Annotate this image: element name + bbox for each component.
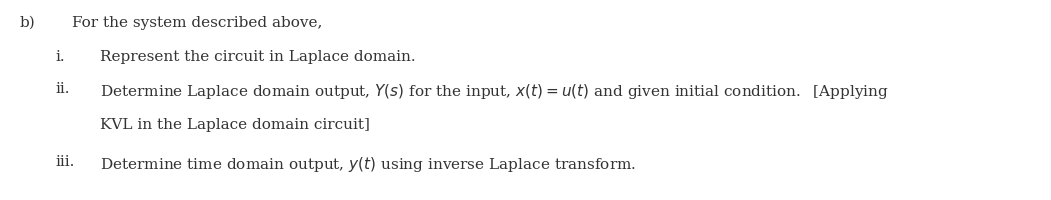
Text: Represent the circuit in Laplace domain.: Represent the circuit in Laplace domain.	[100, 50, 415, 64]
Text: i.: i.	[55, 50, 64, 64]
Text: KVL in the Laplace domain circuit]: KVL in the Laplace domain circuit]	[100, 118, 370, 132]
Text: Determine time domain output, $y(t)$ using inverse Laplace transform.: Determine time domain output, $y(t)$ usi…	[100, 155, 636, 174]
Text: Determine Laplace domain output, $Y(s)$ for the input, $x(t) = u(t)$ and given i: Determine Laplace domain output, $Y(s)$ …	[100, 82, 889, 101]
Text: iii.: iii.	[55, 155, 75, 169]
Text: ii.: ii.	[55, 82, 69, 96]
Text: For the system described above,: For the system described above,	[73, 16, 323, 30]
Text: b): b)	[20, 16, 36, 30]
